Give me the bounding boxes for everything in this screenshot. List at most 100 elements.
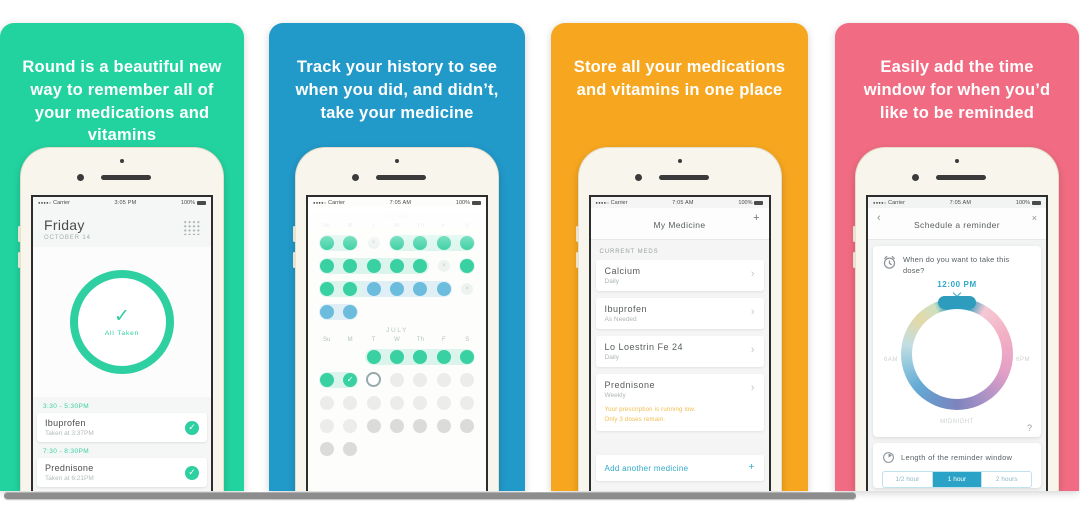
calendar-day[interactable] bbox=[432, 414, 455, 437]
calendar-day[interactable] bbox=[338, 300, 361, 323]
calendar-day bbox=[432, 300, 455, 323]
medicine-card[interactable]: Calcium Daily › bbox=[595, 260, 764, 291]
calendar-day[interactable]: × bbox=[456, 277, 479, 300]
medicine-card[interactable]: Prednisone Weekly › Your prescription is ru… bbox=[595, 374, 764, 432]
battery-status: 100% bbox=[738, 200, 764, 206]
add-another-medicine-row[interactable]: Add another medicine + bbox=[595, 455, 764, 482]
calendar-day[interactable]: × bbox=[362, 231, 385, 254]
front-camera bbox=[77, 174, 84, 181]
taken-check-icon[interactable]: ✓ bbox=[185, 465, 199, 480]
calendar-day[interactable] bbox=[315, 368, 339, 391]
add-medicine-button[interactable]: + bbox=[753, 212, 760, 224]
window-option[interactable]: 1 hour bbox=[931, 471, 982, 487]
time-ring[interactable] bbox=[901, 297, 1013, 410]
dial-label-midnight: MIDNIGHT bbox=[940, 418, 974, 425]
calendar-day[interactable] bbox=[315, 437, 338, 460]
day-dot bbox=[413, 349, 428, 364]
signal-dots-icon: ●●●●○ bbox=[873, 200, 887, 205]
calendar-day[interactable] bbox=[315, 414, 338, 437]
calendar-day[interactable] bbox=[361, 277, 386, 300]
calendar-day[interactable] bbox=[456, 254, 479, 277]
iphone-mockup: ●●●●○ Carrier 7:05 AM 100% JUNE Su M T W Th F S… bbox=[293, 147, 499, 491]
calendar-day[interactable] bbox=[338, 231, 361, 254]
help-button[interactable]: ? bbox=[1026, 422, 1032, 433]
calendar-day[interactable] bbox=[385, 254, 410, 277]
calendar-day[interactable] bbox=[315, 300, 339, 323]
window-length-segmented-control: 1/2 hour 1 hour 2 hours bbox=[882, 470, 1032, 488]
dose-card[interactable]: Ibuprofen Taken at 3:37PM ✓ bbox=[37, 413, 207, 442]
phone-screen: ●●●●○ Carrier 3:05 PM 100% Friday OCTOBE… bbox=[31, 195, 213, 491]
calendar-day[interactable] bbox=[432, 345, 456, 368]
calendar-day[interactable] bbox=[432, 391, 455, 414]
close-icon[interactable]: × bbox=[1031, 213, 1037, 223]
horizontal-scrollbar-thumb[interactable] bbox=[4, 492, 856, 499]
calendar-day[interactable] bbox=[409, 368, 432, 391]
medicine-name: Calcium bbox=[604, 266, 641, 276]
calendar-day[interactable] bbox=[362, 345, 386, 368]
taken-check-icon[interactable]: ✓ bbox=[185, 420, 199, 435]
calendar-day[interactable] bbox=[362, 368, 385, 391]
battery-icon bbox=[197, 200, 206, 205]
plus-icon: + bbox=[748, 462, 755, 474]
calendar-day[interactable] bbox=[432, 231, 456, 254]
calendar-day[interactable] bbox=[338, 437, 361, 460]
calendar-day[interactable] bbox=[385, 414, 408, 437]
calendar-day[interactable] bbox=[315, 391, 338, 414]
medicine-frequency: As Needed bbox=[604, 316, 637, 323]
calendar-day[interactable] bbox=[361, 254, 386, 277]
calendar-day[interactable] bbox=[315, 231, 339, 254]
dose-card[interactable]: Prednisone Taken at 6:21PM ✓ bbox=[37, 458, 207, 487]
calendar-day[interactable] bbox=[362, 391, 385, 414]
calendar-day[interactable] bbox=[455, 345, 479, 368]
calendar-day[interactable] bbox=[409, 391, 432, 414]
day-dot bbox=[343, 418, 358, 433]
calendar-day[interactable] bbox=[408, 277, 433, 300]
grid-menu-icon[interactable] bbox=[183, 220, 200, 235]
calendar-day[interactable] bbox=[456, 391, 479, 414]
calendar-day[interactable] bbox=[385, 231, 410, 254]
missed-dose-icon: × bbox=[437, 259, 450, 272]
calendar-day[interactable] bbox=[315, 277, 339, 300]
calendar-day[interactable] bbox=[385, 277, 410, 300]
calendar-day[interactable] bbox=[385, 391, 408, 414]
day-dot bbox=[343, 258, 358, 273]
calendar-day[interactable] bbox=[315, 254, 339, 277]
all-taken-ring[interactable]: ✓ All Taken bbox=[70, 270, 174, 374]
calendar-day[interactable] bbox=[385, 368, 408, 391]
calendar-day[interactable]: × bbox=[432, 254, 455, 277]
window-length-label: Length of the reminder window bbox=[901, 452, 1013, 462]
calendar-day[interactable] bbox=[338, 277, 363, 300]
calendar-day[interactable]: ✓ bbox=[338, 368, 361, 391]
calendar-day[interactable] bbox=[408, 254, 432, 277]
medicine-card[interactable]: Lo Loestrin Fe 24 Daily › bbox=[595, 336, 764, 367]
calendar-day[interactable] bbox=[455, 231, 479, 254]
day-dot bbox=[319, 441, 334, 456]
calendar-day[interactable] bbox=[456, 414, 479, 437]
calendar-day[interactable] bbox=[408, 345, 433, 368]
calendar-day[interactable] bbox=[432, 277, 455, 300]
day-dot bbox=[389, 349, 404, 364]
calendar-day[interactable] bbox=[409, 414, 432, 437]
calendar-day[interactable] bbox=[385, 345, 410, 368]
day-dot bbox=[343, 281, 358, 296]
window-option[interactable]: 1/2 hour bbox=[895, 475, 920, 483]
calendar-day[interactable] bbox=[362, 414, 385, 437]
calendar-day[interactable] bbox=[338, 254, 363, 277]
calendar-day[interactable] bbox=[338, 414, 361, 437]
calendar-day[interactable] bbox=[432, 368, 455, 391]
day-dot bbox=[413, 258, 428, 273]
calendar-day[interactable] bbox=[456, 368, 479, 391]
selected-window-segment[interactable] bbox=[938, 295, 976, 309]
weekday-label: M bbox=[347, 337, 353, 343]
signal-dots-icon: ●●●●○ bbox=[595, 200, 610, 205]
calendar-day[interactable] bbox=[408, 231, 433, 254]
medicine-card[interactable]: Ibuprofen As Needed › bbox=[595, 298, 764, 329]
alarm-clock-icon bbox=[883, 255, 896, 269]
calendar-day bbox=[315, 345, 338, 368]
calendar-day[interactable] bbox=[338, 391, 361, 414]
window-option[interactable]: 2 hours bbox=[981, 471, 1031, 487]
back-button[interactable]: ‹ bbox=[877, 212, 881, 224]
day-dot bbox=[413, 281, 428, 296]
time-dial[interactable]: 12:00 PM 6AM 6PM MIDNIGHT ? bbox=[873, 277, 1041, 437]
battery-icon bbox=[1031, 200, 1041, 205]
